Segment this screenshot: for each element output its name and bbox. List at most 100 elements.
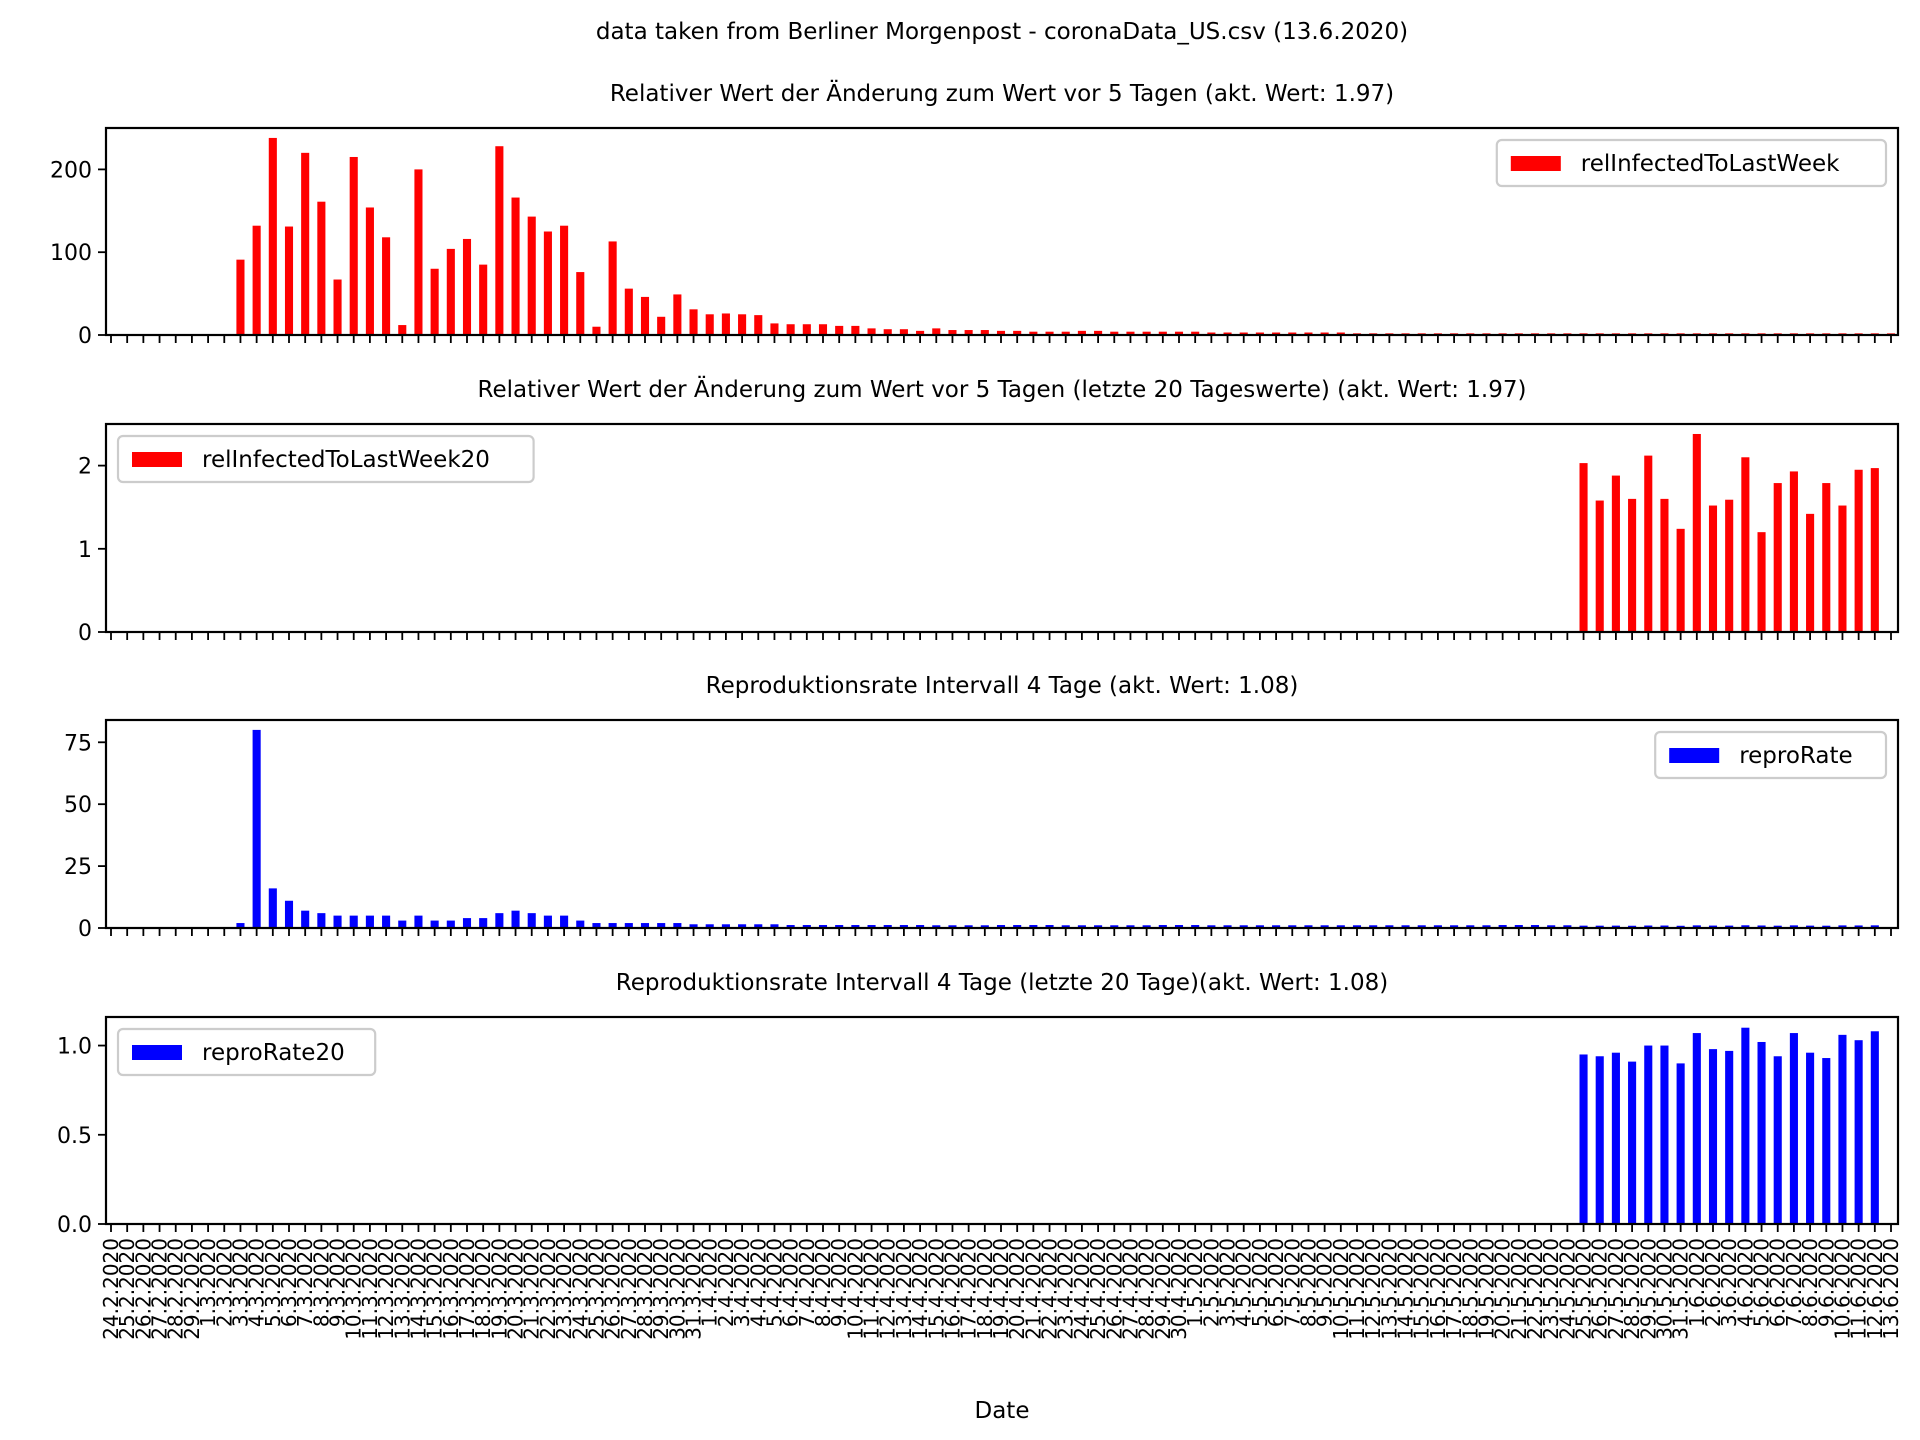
bar [543, 915, 552, 928]
bar [1676, 528, 1685, 632]
bar [689, 309, 698, 335]
legend: reproRate [1654, 730, 1888, 780]
legend-label: relInfectedToLastWeek [1581, 151, 1840, 177]
panel-title: Relativer Wert der Änderung zum Wert vor… [610, 79, 1394, 107]
bar [754, 315, 763, 335]
bar [511, 910, 520, 928]
bar [721, 313, 730, 335]
bar [1628, 498, 1637, 632]
bar [462, 918, 472, 928]
bar [964, 925, 973, 928]
x-tick-label: 7.3.2020 [293, 1238, 317, 1327]
x-tick-label: 25.2.2020 [115, 1238, 139, 1340]
bar [770, 323, 779, 335]
x-tick-label: 26.5.2020 [1588, 1238, 1612, 1340]
bar [1628, 925, 1637, 928]
bar [835, 325, 844, 335]
panel-4: Reproduktionsrate Intervall 4 Tage (letz… [57, 970, 1900, 1238]
bar [365, 207, 374, 335]
bar [689, 924, 698, 928]
bar [576, 272, 585, 335]
bar [1094, 330, 1103, 335]
bar [1660, 1045, 1669, 1224]
bar [1773, 1056, 1782, 1224]
bar [317, 913, 326, 928]
x-tick-label: 23.4.2020 [1054, 1238, 1078, 1340]
bar [1595, 1056, 1604, 1224]
x-tick-label: 31.5.2020 [1669, 1238, 1693, 1340]
bar [268, 888, 277, 928]
x-tick-label: 2.3.2020 [212, 1238, 236, 1327]
x-tick-label: 7.4.2020 [795, 1238, 819, 1327]
x-tick-label: 9.3.2020 [326, 1238, 350, 1327]
bar [1498, 925, 1507, 928]
bar [1094, 925, 1103, 928]
y-tick-label: 0.5 [57, 1124, 92, 1149]
x-tick-label: 28.2.2020 [164, 1238, 188, 1340]
bar [948, 330, 957, 335]
x-tick-label: 5.6.2020 [1750, 1238, 1774, 1327]
bar [1110, 925, 1119, 928]
x-tick-label: 31.3.2020 [682, 1238, 706, 1340]
x-tick-label: 27.5.2020 [1604, 1238, 1628, 1340]
bar [1660, 925, 1669, 928]
bar [1013, 330, 1022, 335]
bar [430, 920, 439, 928]
x-tick-label: 11.5.2020 [1345, 1238, 1369, 1340]
bar [1708, 505, 1718, 632]
bar [1854, 925, 1863, 928]
x-tick-label: 29.3.2020 [649, 1238, 673, 1340]
bar [414, 915, 423, 928]
x-tick-label: 2.6.2020 [1701, 1238, 1725, 1327]
x-tick-label: 26.4.2020 [1102, 1238, 1126, 1340]
x-tick-label: 20.3.2020 [504, 1238, 528, 1340]
bar [1692, 433, 1701, 632]
x-tick-label: 13.4.2020 [892, 1238, 916, 1340]
bar [705, 314, 714, 335]
bar [1692, 1033, 1701, 1224]
bar [1870, 925, 1879, 928]
bar [1304, 332, 1313, 335]
x-tick-label: 10.3.2020 [342, 1238, 366, 1340]
x-tick-label: 24.2.2020 [99, 1238, 123, 1340]
bar [1061, 925, 1070, 928]
bar [608, 923, 617, 928]
x-tick-label: 16.3.2020 [439, 1238, 463, 1340]
x-tick-label: 13.3.2020 [390, 1238, 414, 1340]
legend-frame [1495, 138, 1888, 188]
x-tick-label: 29.5.2020 [1636, 1238, 1660, 1340]
x-tick-label: 24.3.2020 [568, 1238, 592, 1340]
x-tick-label: 8.4.2020 [811, 1238, 835, 1327]
x-axis-label: Date [975, 1398, 1030, 1424]
bar [1369, 925, 1378, 928]
panel-1: Relativer Wert der Änderung zum Wert vor… [50, 79, 1900, 349]
x-tick-label: 30.3.2020 [665, 1238, 689, 1340]
x-tick-label: 15.3.2020 [423, 1238, 447, 1340]
bar [964, 330, 973, 335]
x-tick-label: 25.4.2020 [1086, 1238, 1110, 1340]
y-tick-label: 0.0 [57, 1213, 92, 1238]
bar [462, 238, 472, 335]
x-tick-label: 15.5.2020 [1410, 1238, 1434, 1340]
bar [446, 248, 455, 335]
bar [1838, 925, 1847, 928]
panel-3: Reproduktionsrate Intervall 4 Tage (akt.… [64, 673, 1900, 942]
bar [349, 156, 358, 335]
bar [592, 923, 601, 928]
bar [1806, 513, 1815, 632]
bar [1029, 925, 1038, 928]
y-tick-label: 2 [78, 455, 92, 480]
x-tick-label: 3.5.2020 [1216, 1238, 1240, 1327]
x-tick-label: 19.3.2020 [487, 1238, 511, 1340]
bar [705, 924, 714, 928]
y-tick-label: 100 [50, 241, 92, 266]
bar [1579, 463, 1588, 632]
x-tick-label: 28.4.2020 [1135, 1238, 1159, 1340]
bar [1158, 331, 1167, 335]
bar [1644, 455, 1653, 632]
bar [1239, 925, 1248, 928]
bar [786, 324, 795, 335]
y-tick-label: 0 [78, 324, 92, 349]
bar [252, 729, 261, 928]
x-tick-label: 29.2.2020 [180, 1238, 204, 1340]
